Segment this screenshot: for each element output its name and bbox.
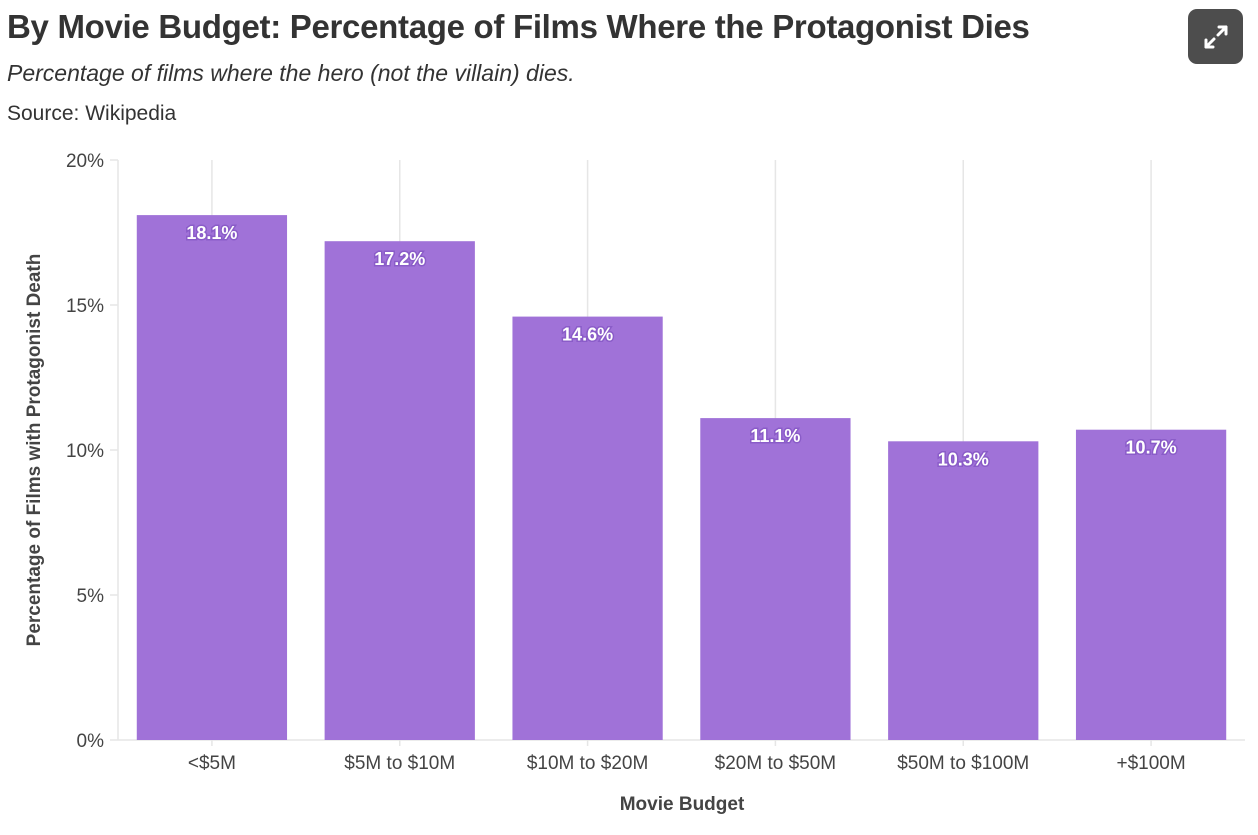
bar-value-label: 10.3% — [938, 449, 989, 469]
bar-value-label: 11.1% — [750, 426, 800, 446]
expand-button[interactable] — [1188, 9, 1243, 64]
y-tick-label: 15% — [66, 296, 104, 317]
bar[interactable] — [136, 215, 288, 741]
bar-value-label: 18.1% — [186, 223, 237, 243]
bar-value-label: 10.7% — [1126, 438, 1177, 458]
y-tick-label: 5% — [77, 586, 105, 607]
bar-labels: 18.1% 17.2% 14.6% 11.1% 10.3% 10.7% — [185, 222, 1178, 471]
bar[interactable] — [1075, 429, 1227, 740]
chart-subtitle: Percentage of films where the hero (not … — [7, 60, 575, 86]
x-tick-label: $50M to $100M — [897, 753, 1029, 774]
x-tick-label: $5M to $10M — [344, 753, 455, 774]
x-tick-label: $10M to $20M — [527, 753, 648, 774]
chart-title: By Movie Budget: Percentage of Films Whe… — [7, 8, 1030, 45]
x-axis-title: Movie Budget — [620, 794, 745, 815]
x-axis-ticks: <$5M $5M to $10M $10M to $20M $20M to $50M $… — [188, 740, 1186, 774]
bar[interactable] — [888, 441, 1039, 740]
x-tick-label: $20M to $50M — [715, 753, 836, 774]
bar-value-label: 17.2% — [374, 249, 425, 269]
expand-arrows-icon — [1204, 25, 1227, 48]
x-tick-label: +$100M — [1116, 753, 1185, 774]
chart-source: Source: Wikipedia — [7, 102, 177, 125]
y-axis-ticks: 0% 5% 10% 15% 20% — [66, 151, 118, 752]
bar[interactable] — [512, 316, 663, 740]
y-tick-label: 10% — [66, 441, 104, 462]
y-tick-label: 20% — [66, 151, 104, 172]
y-tick-label: 0% — [77, 731, 105, 752]
bar-value-label: 14.6% — [562, 325, 613, 345]
bar[interactable] — [324, 241, 475, 740]
bars — [136, 215, 1227, 741]
bar[interactable] — [700, 418, 851, 740]
y-axis-title: Percentage of Films with Protagonist Dea… — [24, 254, 45, 647]
x-tick-label: <$5M — [188, 753, 236, 774]
